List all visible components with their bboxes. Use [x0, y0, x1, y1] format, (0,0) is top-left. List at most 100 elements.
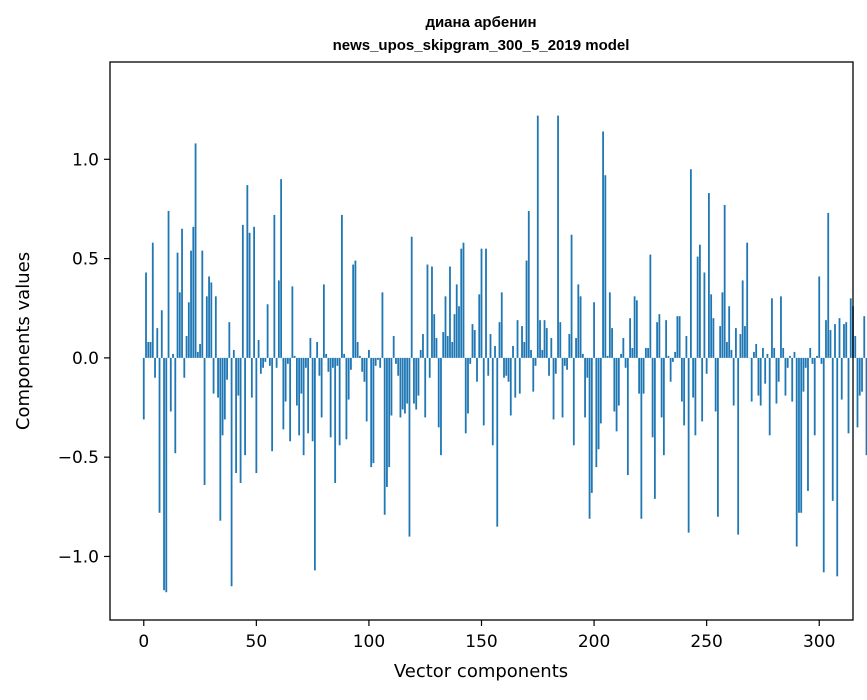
bar-190: [571, 235, 573, 358]
bar-232: [665, 320, 667, 358]
bar-196: [584, 358, 586, 418]
bar-37: [226, 358, 228, 380]
bar-193: [577, 284, 579, 357]
bar-68: [296, 358, 298, 406]
bar-258: [724, 205, 726, 358]
bar-66: [291, 286, 293, 357]
bar-233: [667, 356, 669, 358]
bar-101: [370, 358, 372, 467]
bar-143: [465, 358, 467, 433]
bar-15: [177, 253, 179, 358]
bar-5: [154, 358, 156, 378]
bar-145: [469, 358, 471, 364]
bar-11: [168, 211, 170, 358]
bar-62: [282, 358, 284, 429]
bar-13: [172, 354, 174, 358]
bar-109: [388, 358, 390, 467]
bar-89: [343, 354, 345, 358]
bar-88: [341, 215, 343, 358]
bar-207: [609, 292, 611, 358]
bar-56: [269, 358, 271, 366]
bar-4: [152, 243, 154, 358]
bar-189: [568, 334, 570, 358]
bar-76: [314, 358, 316, 570]
x-tick-label: 250: [690, 632, 722, 652]
bar-224: [647, 348, 649, 358]
bar-49: [253, 227, 255, 358]
bar-51: [258, 340, 260, 358]
bar-167: [519, 358, 521, 394]
bar-194: [580, 296, 582, 358]
bar-9: [163, 358, 165, 590]
bar-221: [640, 358, 642, 519]
bar-288: [791, 358, 793, 402]
bar-111: [393, 336, 395, 358]
bar-82: [328, 358, 330, 372]
bar-14: [174, 358, 176, 453]
bar-160: [503, 358, 505, 378]
bar-158: [499, 322, 501, 358]
bar-155: [492, 358, 494, 445]
bar-123: [420, 350, 422, 358]
bar-53: [262, 358, 264, 368]
bar-33: [217, 358, 219, 398]
bar-257: [722, 292, 724, 358]
bar-317: [857, 358, 859, 428]
bar-219: [636, 300, 638, 358]
bar-159: [501, 292, 503, 358]
bar-169: [523, 342, 525, 358]
bar-240: [683, 358, 685, 426]
bar-65: [289, 358, 291, 441]
bar-254: [715, 358, 717, 412]
bar-118: [409, 358, 411, 537]
bar-87: [339, 358, 341, 445]
y-tick-label: 1.0: [72, 150, 99, 170]
bar-21: [190, 251, 192, 358]
bar-54: [264, 358, 266, 362]
bar-293: [803, 358, 805, 392]
bar-10: [165, 358, 167, 592]
bar-119: [411, 237, 413, 358]
bar-276: [764, 358, 766, 384]
bar-191: [573, 358, 575, 445]
bar-161: [505, 358, 507, 376]
bar-178: [544, 320, 546, 358]
bar-153: [487, 358, 489, 376]
bar-320: [863, 316, 865, 358]
bar-278: [769, 358, 771, 435]
bar-44: [242, 225, 244, 358]
bar-116: [404, 358, 406, 414]
bar-115: [402, 358, 404, 410]
bar-58: [273, 215, 275, 358]
bar-144: [467, 358, 469, 414]
bar-242: [688, 358, 690, 533]
bar-282: [778, 358, 780, 382]
bar-69: [298, 358, 300, 435]
bar-226: [652, 358, 654, 437]
bar-225: [649, 255, 651, 358]
bar-243: [690, 169, 692, 358]
bar-94: [355, 261, 357, 358]
bar-6: [156, 328, 158, 358]
bar-292: [800, 358, 802, 513]
bar-165: [514, 358, 516, 398]
bar-200: [593, 302, 595, 358]
bar-50: [255, 358, 257, 473]
x-tick-label: 150: [465, 632, 497, 652]
bar-268: [746, 243, 748, 358]
y-tick-label: 0.5: [72, 250, 99, 270]
bar-150: [481, 249, 483, 358]
y-tick-label: −0.5: [58, 448, 99, 468]
bar-280: [773, 348, 775, 358]
bar-297: [812, 358, 814, 364]
x-tick-label: 200: [578, 632, 610, 652]
bar-310: [841, 358, 843, 400]
bar-34: [219, 358, 221, 521]
bar-97: [361, 358, 363, 372]
bar-251: [708, 193, 710, 358]
bar-152: [485, 249, 487, 358]
bar-47: [249, 233, 251, 358]
bar-113: [397, 358, 399, 376]
y-axis-label: Components values: [13, 252, 34, 430]
